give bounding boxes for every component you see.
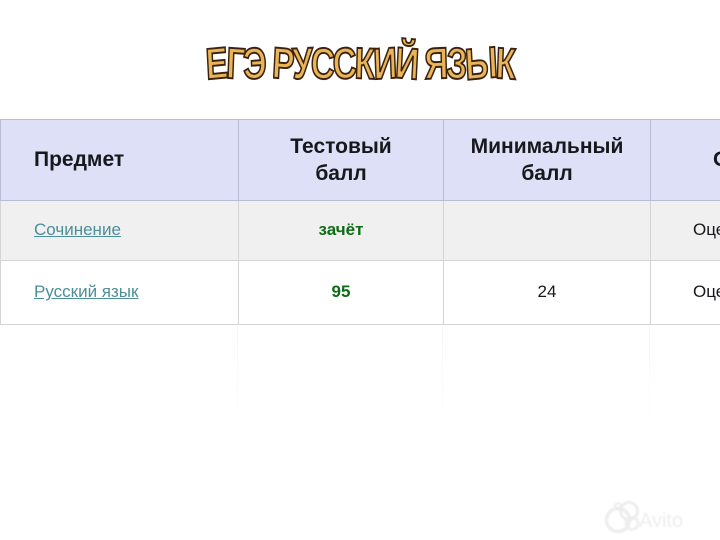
svg-text:Avito: Avito bbox=[639, 510, 683, 532]
